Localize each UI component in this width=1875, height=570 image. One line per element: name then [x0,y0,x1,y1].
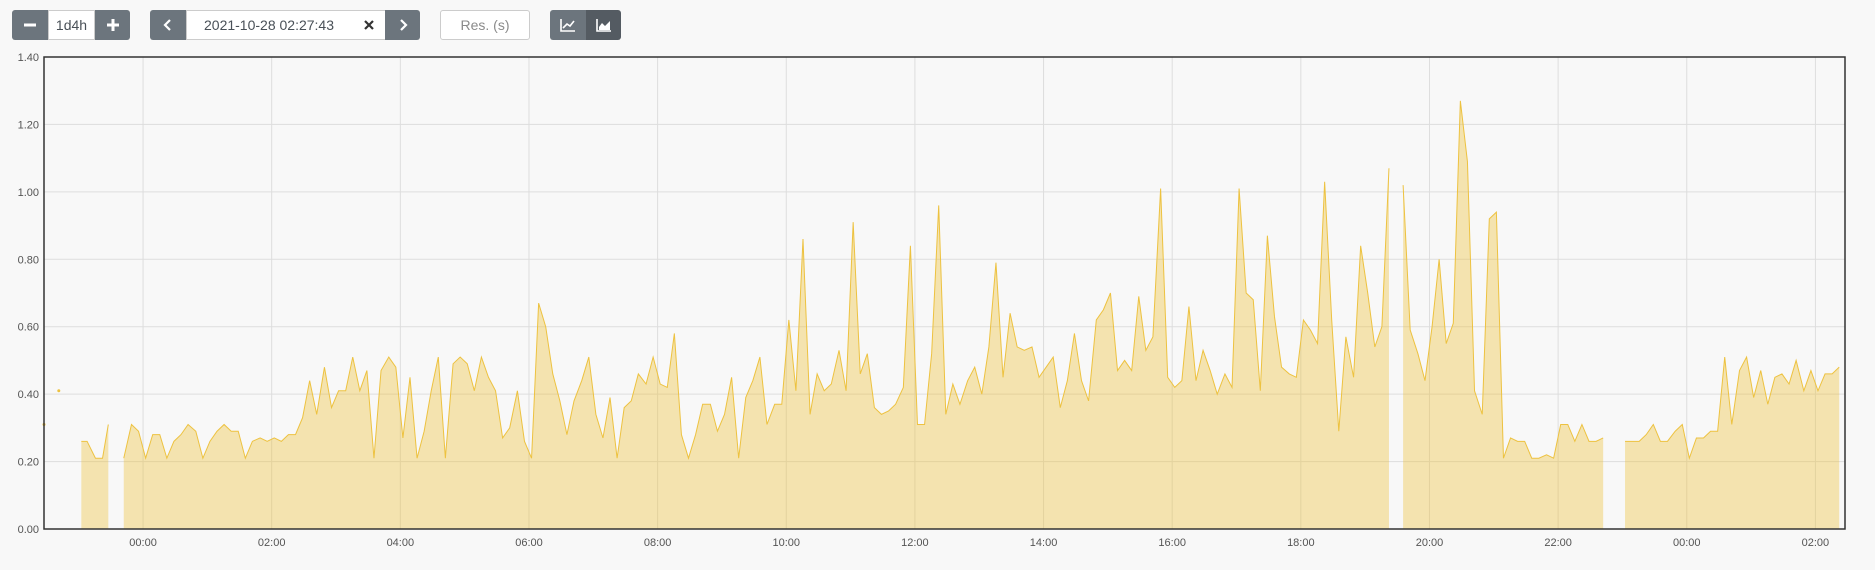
resolution-input[interactable]: Res. (s) [440,10,530,40]
x-tick-label: 00:00 [1673,537,1701,549]
range-text: 1d4h [55,17,88,33]
increase-range-button[interactable] [95,10,130,40]
x-tick-label: 12:00 [901,537,929,549]
decrease-range-button[interactable] [12,10,48,40]
range-input[interactable]: 1d4h [48,10,95,40]
x-tick-label: 02:00 [258,537,286,549]
area-line [81,424,109,459]
resolution-placeholder: Res. (s) [460,17,510,33]
y-tick-label: 0.80 [18,254,39,266]
area-fill [123,168,1389,529]
previous-time-button[interactable] [150,10,186,40]
x-tick-label: 16:00 [1158,537,1186,549]
stacked-button[interactable] [586,10,621,40]
area-fill [1625,357,1840,529]
plot-border [43,56,1846,530]
x-tick-label: 08:00 [644,537,672,549]
end-time-text: 2021-10-28 02:27:43 [204,17,334,33]
next-time-button[interactable] [385,10,420,40]
x-tick-label: 20:00 [1416,537,1444,549]
clear-icon[interactable] [363,19,375,31]
x-tick-label: 14:00 [1030,537,1058,549]
chevron-left-icon [163,19,171,31]
y-tick-label: 1.40 [18,52,39,64]
x-tick-label: 04:00 [387,537,415,549]
x-tick-label: 10:00 [773,537,801,549]
end-time-input[interactable]: 2021-10-28 02:27:43 [186,10,386,40]
y-tick-label: 0.00 [18,524,39,536]
area-line [123,168,1390,461]
x-tick-label: 06:00 [515,537,543,549]
area-fill [81,424,109,529]
y-tick-label: 0.60 [18,322,39,334]
area-fill [1403,100,1604,529]
x-tick-label: 02:00 [1802,537,1830,549]
plus-icon [106,19,119,31]
y-tick-label: 1.20 [18,119,39,131]
area-chart-icon [595,19,611,32]
data-point [57,389,61,393]
chevron-right-icon [399,19,408,31]
x-tick-label: 18:00 [1287,537,1315,549]
minus-icon [24,23,36,27]
y-tick-label: 1.00 [18,187,39,199]
y-tick-label: 0.40 [18,389,39,401]
x-tick-label: 22:00 [1544,537,1572,549]
unstacked-button[interactable] [550,10,586,40]
y-tick-label: 0.20 [18,457,39,469]
line-chart-icon [560,19,575,32]
x-tick-label: 00:00 [129,537,157,549]
area-line [1402,100,1604,459]
area-line [1625,355,1840,461]
